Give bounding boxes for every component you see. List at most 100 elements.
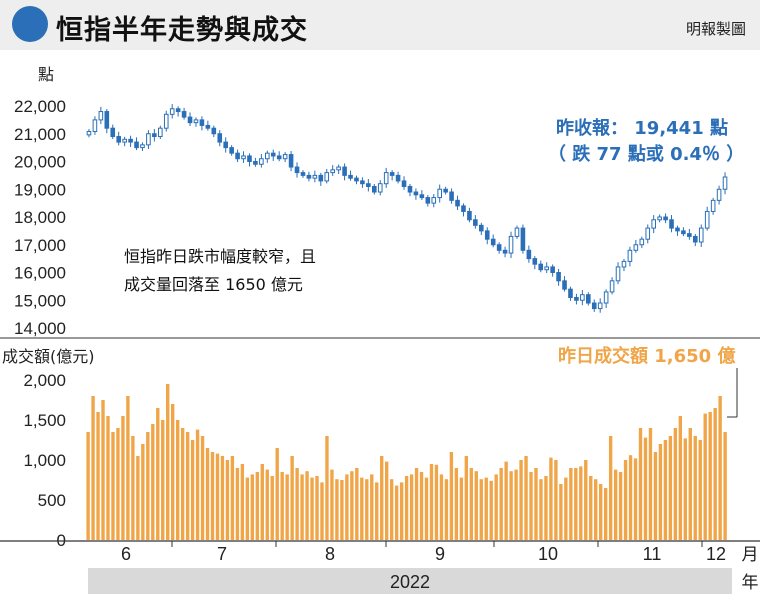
year-label: 2022 — [390, 572, 430, 592]
candle-body — [342, 166, 347, 176]
volume-bar — [653, 452, 658, 540]
volume-bar — [330, 469, 334, 540]
candle-body — [175, 108, 181, 113]
volume-bar — [285, 474, 289, 540]
volume-bar — [370, 474, 374, 540]
volume-bar — [166, 384, 170, 540]
volume-bar — [618, 472, 623, 540]
candle-body — [253, 161, 258, 165]
volume-bar — [549, 457, 553, 540]
candle-body — [615, 266, 621, 282]
candle-body — [419, 194, 425, 199]
volume-title: 成交額(億元) — [2, 347, 95, 366]
candle-body — [675, 227, 680, 232]
volume-bar — [534, 468, 538, 540]
volume-bar — [295, 468, 299, 540]
volume-bar — [489, 480, 493, 540]
candle-body — [532, 258, 538, 265]
candle-body — [621, 260, 627, 268]
candle-body — [288, 154, 294, 168]
change-annotation: （ 跌 77 點或 0.4％ ） — [548, 144, 745, 165]
candle-body — [698, 227, 704, 243]
volume-bar — [544, 476, 548, 540]
volume-bar — [121, 416, 125, 540]
candle-body — [502, 249, 508, 254]
volume-bar — [360, 477, 364, 540]
volume-bar — [703, 413, 707, 540]
candle-body — [425, 197, 431, 204]
candle-body — [407, 185, 413, 193]
candle-body — [586, 294, 591, 304]
volume-bar — [529, 472, 533, 540]
month-label: 9 — [435, 544, 445, 564]
candle-body — [449, 191, 454, 201]
candle-body — [508, 235, 514, 254]
candle-body — [377, 183, 383, 193]
candle-body — [128, 138, 133, 143]
candle-body — [722, 176, 728, 190]
candle-body — [187, 116, 193, 124]
volume-bar — [385, 461, 389, 540]
volume-bar — [499, 468, 503, 540]
volume-bar — [579, 466, 583, 540]
volume-bar — [245, 477, 250, 540]
volume-bar — [315, 476, 319, 540]
price-tick-label: 22,000 — [14, 97, 66, 116]
price-tick-label: 17,000 — [14, 236, 66, 255]
volume-bar — [171, 404, 175, 540]
month-label: 7 — [217, 544, 227, 564]
candle-body — [538, 263, 544, 271]
x-axis-label: 月 — [742, 545, 759, 565]
volume-bar — [539, 479, 543, 540]
price-tick-label: 14,000 — [14, 319, 66, 338]
volume-bar — [628, 455, 633, 540]
candle-body — [550, 266, 555, 274]
price-tick-label: 20,000 — [14, 153, 66, 172]
candle-body — [693, 235, 698, 243]
volume-bar — [190, 440, 195, 540]
candle-body — [104, 111, 110, 129]
volume-bar — [484, 477, 488, 540]
volume-bar — [414, 468, 419, 540]
candle-body — [276, 155, 282, 160]
candle-body — [669, 219, 674, 229]
volume-bar — [185, 432, 190, 540]
volume-bar — [215, 453, 220, 540]
volume-bar — [355, 468, 359, 540]
volume-bar — [464, 456, 469, 540]
candle-body — [389, 172, 395, 176]
candle-body — [259, 158, 264, 165]
candle-body — [710, 199, 716, 212]
volume-bar — [519, 460, 523, 540]
volume-bar — [320, 482, 324, 540]
volume-bar — [131, 436, 135, 540]
candle-body — [336, 166, 341, 171]
volume-bar — [111, 432, 115, 540]
candle-body — [496, 244, 502, 251]
candle-body — [181, 111, 187, 118]
candle-body — [568, 288, 573, 298]
candle-body — [98, 111, 104, 121]
volume-bar — [678, 416, 683, 540]
month-label: 8 — [325, 544, 335, 564]
price-axis-label: 點 — [38, 65, 54, 84]
month-label: 11 — [643, 544, 662, 564]
volume-tick-label: 1,000 — [23, 451, 66, 470]
volume-bar — [648, 428, 653, 540]
volume-bar — [474, 471, 478, 540]
volume-bar — [444, 479, 449, 540]
volume-bar — [175, 420, 180, 540]
volume-annotation: 昨日成交額 1,650 億 — [558, 346, 736, 367]
volume-bar — [509, 471, 513, 540]
volume-bar — [225, 460, 230, 540]
volume-bar — [594, 479, 598, 540]
volume-bar — [643, 437, 648, 540]
candle-body — [704, 210, 710, 229]
volume-bar — [658, 444, 663, 540]
volume-bar — [280, 472, 284, 540]
volume-bar — [574, 468, 578, 540]
volume-bar — [195, 429, 200, 540]
candle-body — [633, 244, 639, 251]
volume-bar — [86, 432, 90, 540]
